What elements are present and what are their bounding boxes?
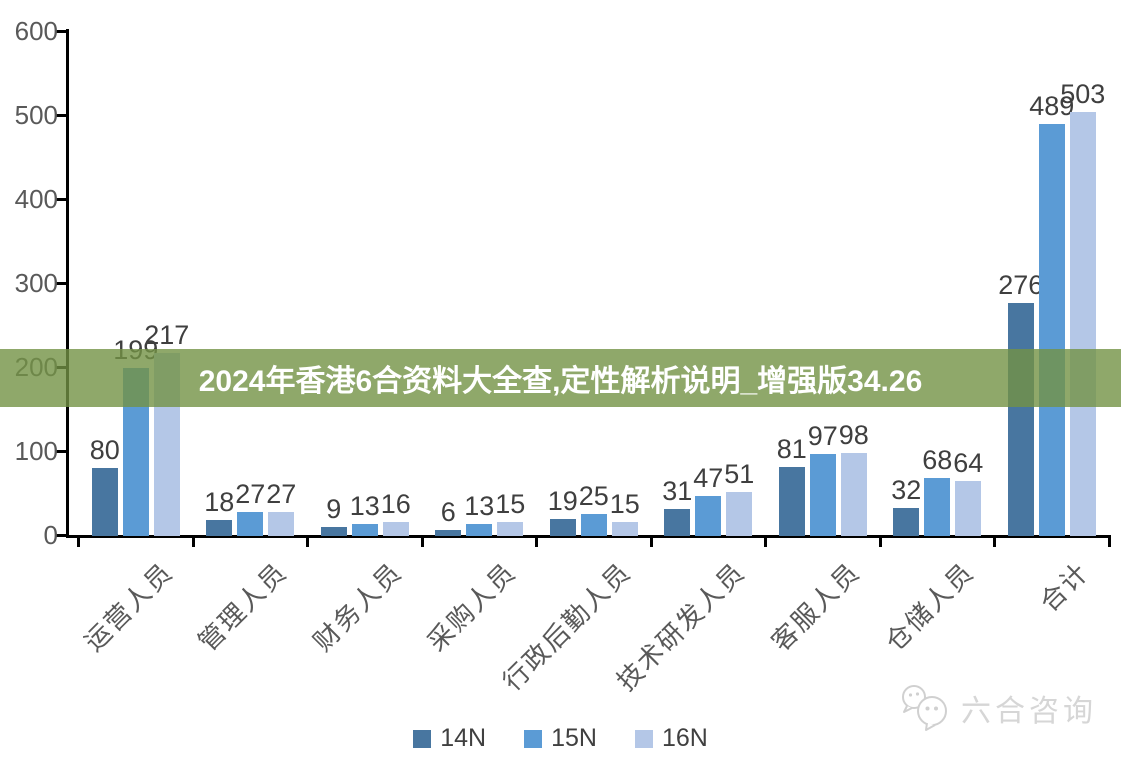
- chat-bubbles-icon: [902, 685, 947, 731]
- bar: [382, 521, 409, 536]
- bar-value-label: 13: [464, 491, 495, 522]
- legend-label: 15N: [551, 724, 597, 752]
- bar-value-label: 9: [326, 494, 342, 525]
- legend-item: 14N: [413, 724, 486, 753]
- bar: [580, 514, 607, 536]
- watermark-text: 六合咨询: [961, 695, 1097, 728]
- y-axis-tick: [55, 450, 66, 453]
- bar-value-label: 97: [807, 420, 838, 451]
- x-axis-tick: [764, 535, 767, 547]
- category-label: 运营人员: [78, 556, 179, 657]
- x-axis-tick: [649, 535, 653, 547]
- category-label: 采购人员: [421, 556, 522, 657]
- y-axis-tick: [55, 114, 66, 117]
- bar: [549, 519, 576, 536]
- bar: [726, 492, 753, 536]
- bar-value-label: 64: [953, 448, 984, 479]
- bar-value-label: 32: [891, 475, 922, 506]
- x-axis-tick: [77, 535, 80, 547]
- y-axis-tick-label: 0: [43, 520, 58, 550]
- bar-value-label: 80: [89, 434, 120, 465]
- title-banner: 2024年香港6合资料大全查,定性解析说明_增强版34.26: [0, 349, 1121, 407]
- y-axis-tick-label: 400: [14, 184, 58, 214]
- bar-value-label: 489: [1029, 91, 1075, 122]
- bar-value-label: 27: [235, 479, 266, 510]
- bar: [1069, 112, 1096, 536]
- legend-item: 16N: [634, 724, 708, 753]
- bar: [1038, 124, 1065, 536]
- bar: [497, 522, 524, 536]
- x-axis-tick: [535, 535, 538, 547]
- y-axis-tick: [55, 30, 66, 33]
- y-axis-tick: [55, 534, 66, 537]
- y-axis-tick-label: 100: [14, 436, 58, 466]
- bar-value-label: 19: [547, 486, 578, 517]
- bar-value-label: 18: [204, 486, 235, 517]
- bar: [320, 527, 347, 536]
- watermark: 六合咨询: [897, 682, 1097, 734]
- bar: [893, 508, 920, 536]
- bar-value-label: 15: [609, 489, 640, 520]
- x-axis-tick: [420, 535, 424, 547]
- bar: [778, 466, 805, 536]
- bar-value-label: 25: [578, 481, 609, 511]
- bar: [840, 452, 867, 536]
- category-label: 仓储人员: [879, 556, 980, 657]
- bar: [466, 524, 493, 536]
- y-axis-tick: [55, 282, 66, 285]
- bar-value-label: 47: [693, 462, 724, 493]
- y-axis-tick-label: 500: [14, 100, 58, 130]
- x-axis-tick: [993, 535, 996, 547]
- y-axis-tick-label: 300: [14, 268, 58, 298]
- banner-title: 2024年香港6合资料大全查,定性解析说明_增强版34.26: [198, 365, 923, 398]
- category-label: 合计: [1033, 556, 1095, 618]
- bar-value-label: 68: [922, 444, 953, 475]
- legend-label: 14N: [440, 724, 487, 752]
- x-axis-tick: [1107, 535, 1111, 547]
- bar: [435, 529, 462, 536]
- category-label: 财务人员: [307, 556, 408, 657]
- bar-value-label: 276: [998, 270, 1044, 301]
- bar: [237, 512, 264, 536]
- bar: [924, 477, 951, 536]
- bar-value-label: 98: [838, 419, 869, 450]
- bar: [611, 522, 638, 536]
- bar-value-label: 31: [662, 475, 693, 506]
- category-label: 管理人员: [192, 556, 293, 657]
- chart-legend: 14N 15N 16N: [0, 724, 1121, 753]
- bar: [664, 508, 691, 536]
- legend-label: 16N: [661, 724, 708, 752]
- x-axis-tick: [191, 535, 195, 547]
- legend-swatch: [524, 729, 543, 748]
- bar-value-label: 16: [380, 488, 411, 519]
- legend-swatch: [634, 729, 653, 748]
- y-axis-tick: [55, 198, 66, 201]
- category-label: 客服人员: [765, 556, 866, 657]
- bar-value-label: 27: [266, 479, 297, 510]
- legend-item: 15N: [524, 724, 597, 753]
- bar: [351, 524, 378, 536]
- bar-value-label: 6: [440, 496, 456, 527]
- bar: [91, 467, 118, 536]
- bar: [955, 481, 982, 536]
- bar-value-label: 51: [724, 459, 755, 490]
- bar-value-label: 15: [495, 489, 526, 520]
- y-axis: [66, 29, 69, 538]
- y-axis-tick-label: 600: [14, 16, 58, 46]
- bar-value-label: 217: [144, 319, 190, 350]
- x-axis-tick: [878, 535, 882, 547]
- bar: [809, 453, 836, 536]
- legend-swatch: [413, 729, 432, 748]
- bar: [695, 495, 722, 536]
- x-axis-tick: [306, 535, 309, 547]
- bar-value-label: 13: [349, 491, 380, 522]
- bar-value-label: 81: [776, 433, 807, 464]
- bar-value-label: 503: [1060, 79, 1106, 110]
- bar: [1007, 303, 1034, 536]
- bar: [268, 512, 295, 536]
- bar: [206, 519, 233, 536]
- x-axis: [66, 535, 1110, 538]
